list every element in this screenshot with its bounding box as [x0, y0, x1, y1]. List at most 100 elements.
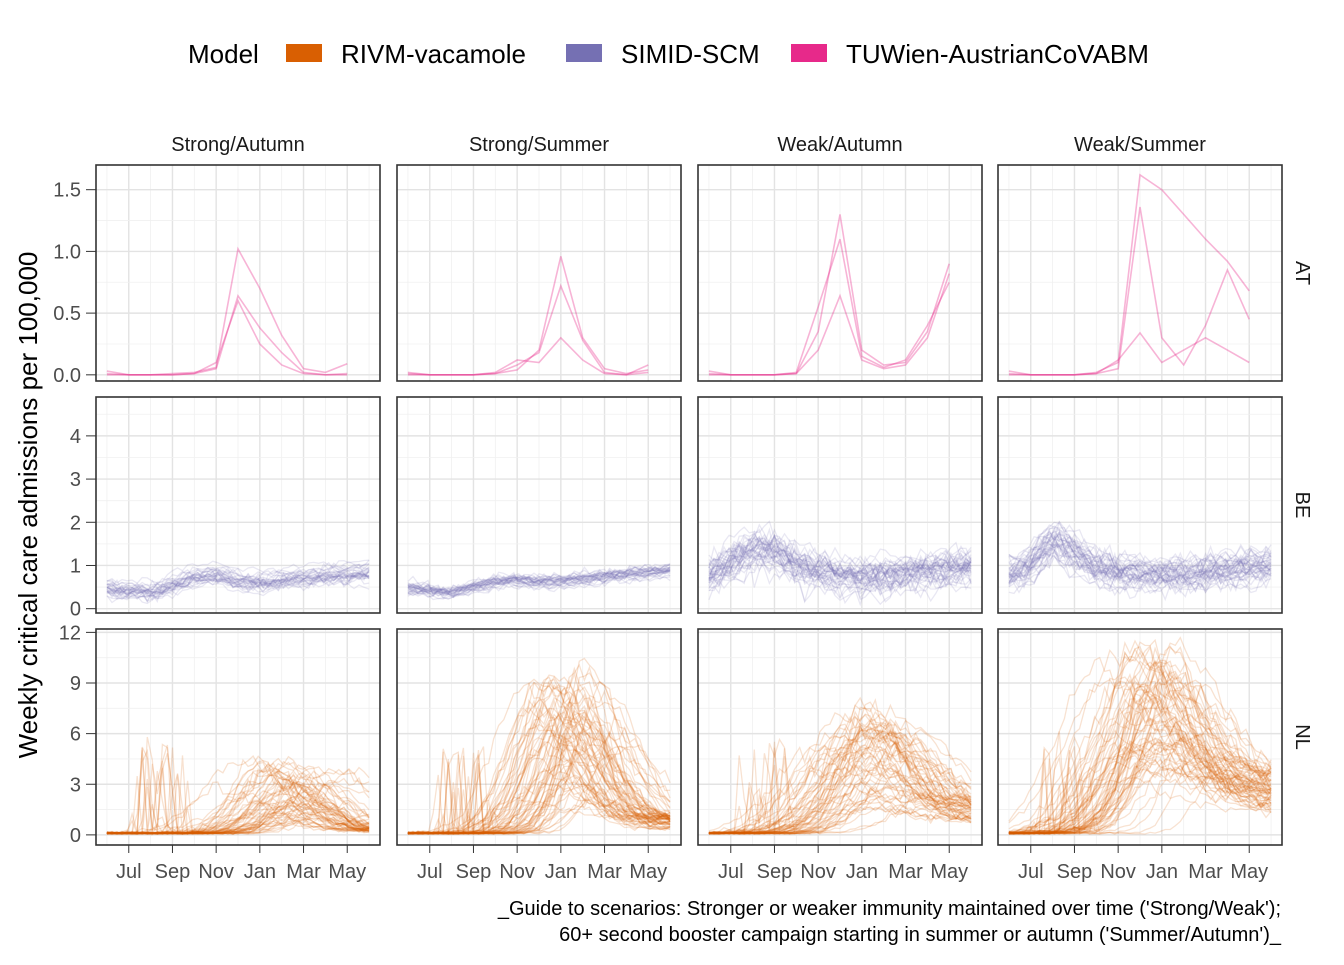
- series-line: [708, 527, 972, 582]
- series-line: [407, 283, 649, 376]
- y-tick-label: 3: [70, 774, 81, 796]
- series-line: [106, 570, 370, 594]
- series-line: [407, 569, 671, 595]
- series-line: [1008, 529, 1272, 576]
- series-line: [407, 681, 671, 835]
- series-line: [407, 674, 671, 835]
- series-line: [106, 571, 370, 599]
- series-line: [1008, 531, 1272, 579]
- series-line: [708, 520, 972, 569]
- series-line: [106, 747, 370, 836]
- x-tick-label: Jul: [116, 861, 142, 883]
- series-line: [407, 732, 671, 835]
- panel-series: [407, 562, 671, 601]
- series-line: [1008, 645, 1272, 835]
- series-line: [708, 737, 972, 835]
- series-line: [407, 741, 671, 835]
- panel: Jul Sep Nov Jan Mar May: [396, 628, 682, 883]
- series-line: [407, 714, 671, 835]
- series-line: [106, 561, 370, 590]
- series-line: [106, 559, 370, 585]
- series-line: [106, 779, 370, 835]
- series-line: [407, 712, 671, 835]
- series-line: [106, 781, 370, 835]
- series-line: [407, 763, 671, 835]
- series-line: [106, 801, 370, 835]
- series-line: [708, 719, 972, 835]
- series-line: [1008, 532, 1272, 585]
- panel-series: [407, 256, 649, 376]
- series-line: [407, 709, 671, 835]
- series-line: [407, 683, 671, 835]
- series-line: [407, 792, 671, 835]
- series-line: [407, 778, 671, 835]
- series-line: [1008, 682, 1272, 834]
- series-line: [708, 732, 972, 835]
- series-line: [708, 536, 972, 581]
- series-line: [1008, 530, 1272, 584]
- series-line: [106, 246, 348, 376]
- series-line: [106, 805, 370, 835]
- y-tick-label: 2: [70, 512, 81, 534]
- series-line: [407, 727, 671, 835]
- series-line: [106, 802, 370, 835]
- series-line: [407, 570, 671, 597]
- series-line: [407, 563, 671, 593]
- series-line: [1008, 760, 1272, 835]
- panel-grid: [998, 629, 1282, 845]
- series-line: [1008, 678, 1272, 835]
- series-line: [407, 698, 671, 835]
- series-line: [708, 701, 972, 835]
- y-tick-label: 4: [70, 426, 81, 448]
- series-line: [106, 782, 370, 835]
- series-line: [1008, 532, 1272, 582]
- series-line: [1008, 692, 1272, 833]
- panel-border: [697, 628, 983, 846]
- series-line: [1008, 636, 1272, 835]
- y-axis-label: Weekly critical care admissions per 100,…: [13, 252, 43, 759]
- series-line: [708, 763, 972, 835]
- series-line: [407, 713, 671, 835]
- series-line: [708, 537, 972, 585]
- series-line: [1008, 662, 1272, 835]
- panel-border: [95, 396, 381, 614]
- series-line: [708, 731, 972, 834]
- series-line: [1008, 736, 1272, 835]
- series-line: [1008, 527, 1272, 576]
- series-line: [106, 743, 370, 835]
- x-tick-label: Jan: [244, 861, 276, 883]
- series-line: [1008, 661, 1272, 835]
- x-tick-label: Mar: [286, 861, 321, 883]
- series-line: [1008, 739, 1272, 835]
- series-line: [708, 744, 972, 832]
- x-tick-label: Jul: [1018, 861, 1044, 883]
- series-line: [708, 725, 972, 835]
- panel: [997, 164, 1283, 382]
- series-line: [106, 298, 348, 376]
- panel-border: [997, 396, 1283, 614]
- series-line: [106, 570, 370, 595]
- panel: [95, 164, 381, 382]
- panel-series: [1008, 173, 1250, 376]
- series-line: [106, 810, 370, 835]
- series-line: [708, 783, 972, 835]
- series-line: [407, 675, 671, 835]
- series-line: [407, 676, 671, 835]
- series-line: [407, 683, 671, 835]
- series-line: [407, 679, 671, 835]
- x-tick-label: Nov: [1100, 861, 1136, 883]
- series-line: [708, 555, 972, 600]
- series-line: [708, 718, 972, 835]
- panel-border: [997, 164, 1283, 382]
- series-line: [1008, 737, 1272, 835]
- series-line: [1008, 543, 1272, 593]
- series-line: [1008, 542, 1272, 584]
- y-tick-label: 9: [70, 673, 81, 695]
- series-line: [407, 706, 671, 834]
- facet-column-label: Strong/Summer: [469, 134, 609, 156]
- panel-grid: [397, 165, 681, 381]
- series-line: [106, 799, 370, 835]
- series-line: [407, 570, 671, 599]
- series-line: [708, 728, 972, 835]
- series-line: [106, 760, 370, 835]
